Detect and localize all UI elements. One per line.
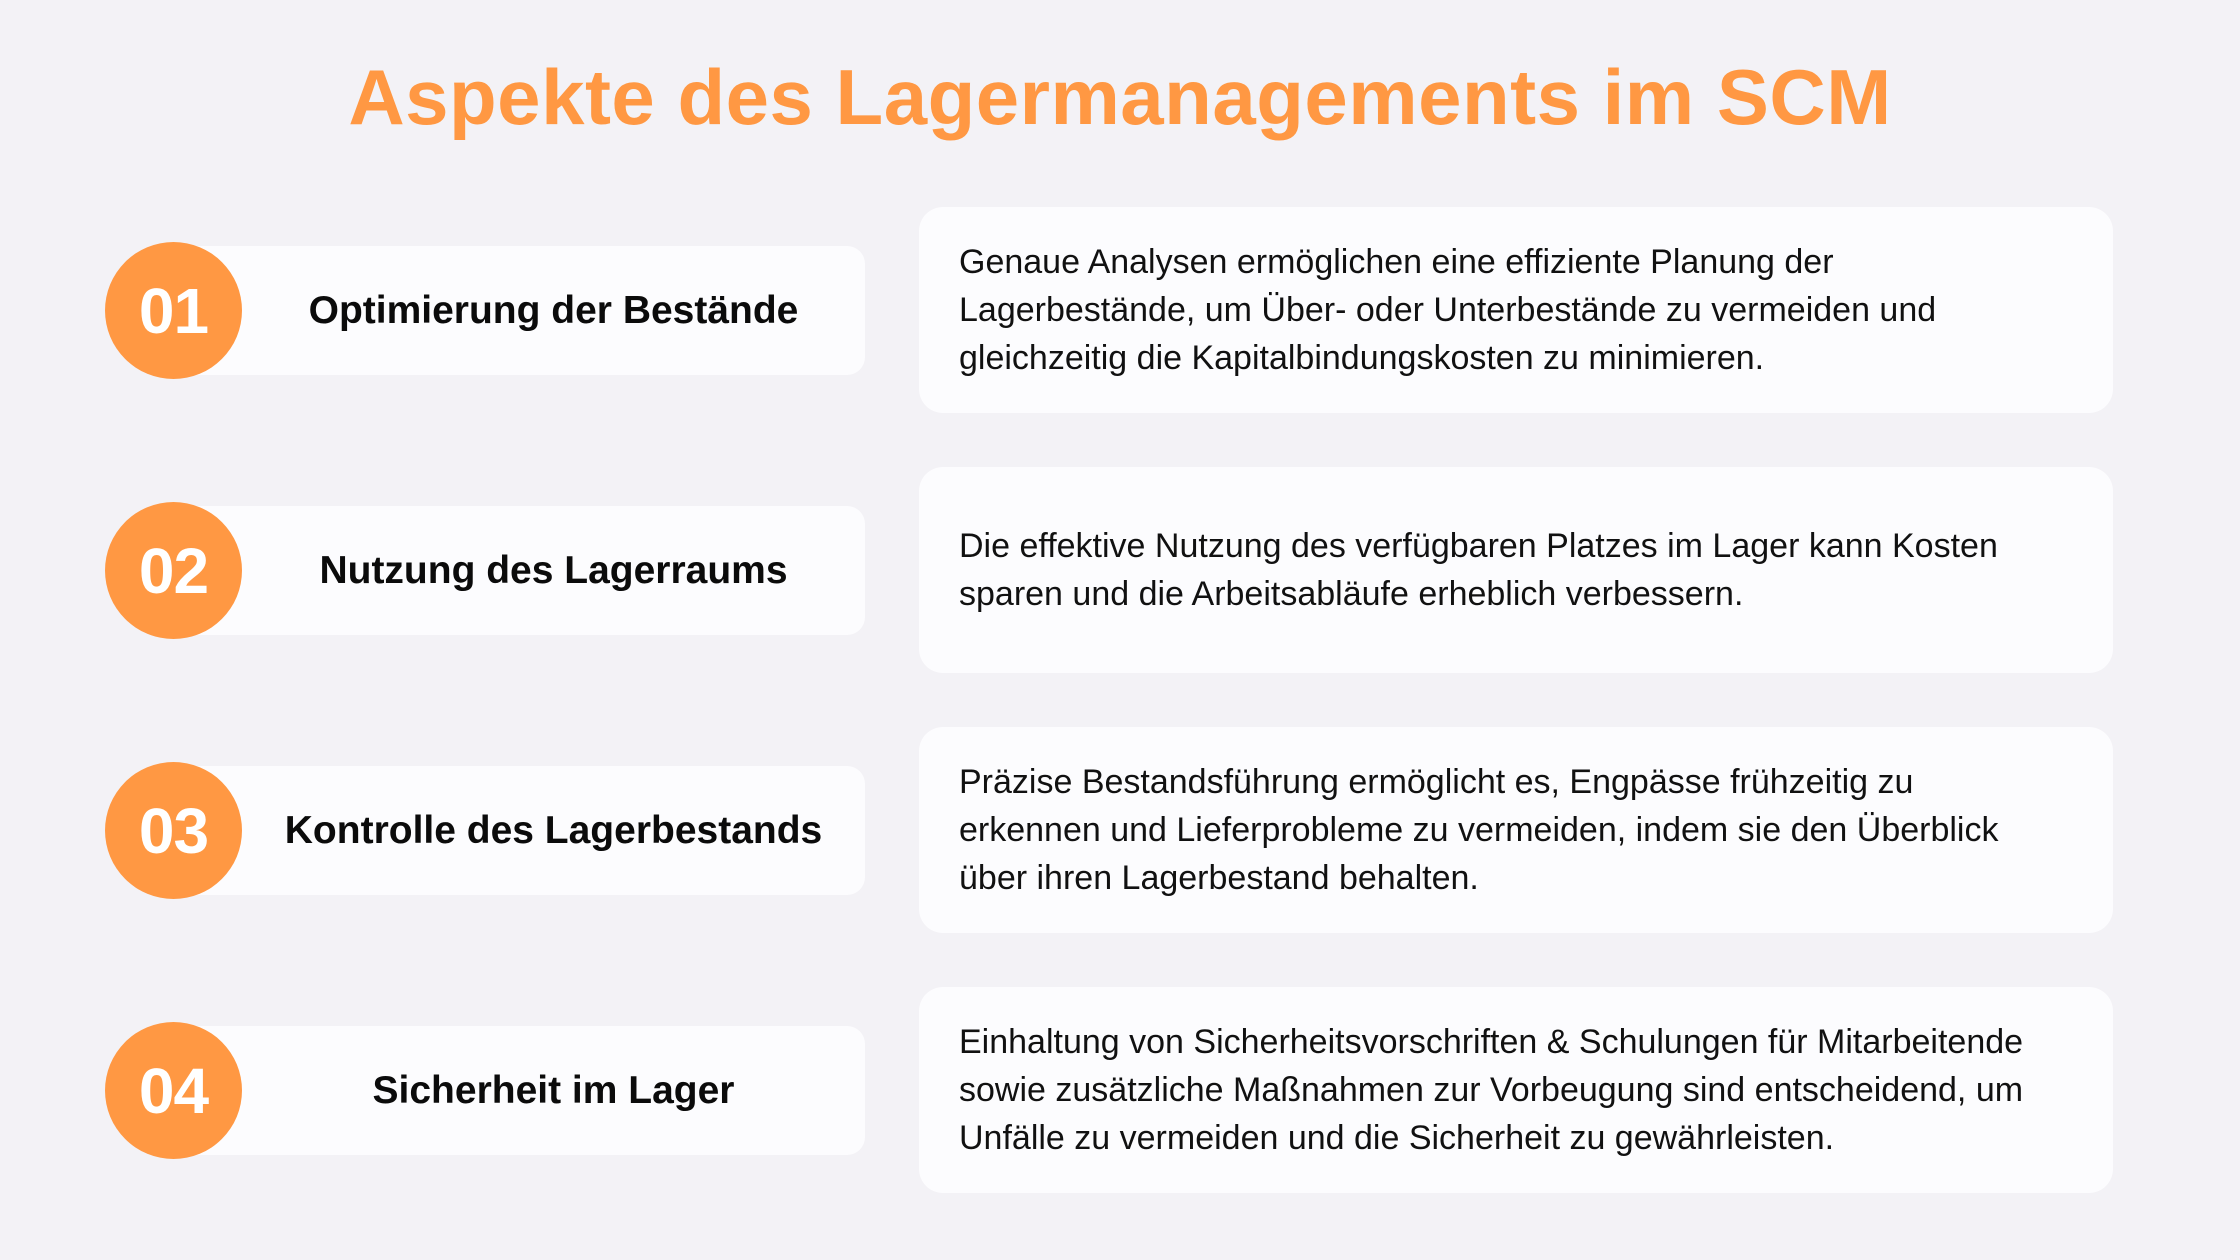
aspect-label: Nutzung des Lagerraums	[319, 548, 788, 592]
aspect-label-pill	[171, 246, 865, 375]
aspect-description-card: Präzise Bestandsführung ermöglicht es, E…	[919, 727, 2113, 933]
aspect-number-badge: 01	[105, 242, 242, 379]
aspect-row: 03 Kontrolle des Lagerbestands Präzise B…	[0, 727, 2240, 933]
aspect-description: Die effektive Nutzung des verfügbaren Pl…	[959, 527, 1998, 613]
aspect-row: 02 Nutzung des Lagerraums Die effektive …	[0, 467, 2240, 673]
aspect-description-card: Einhaltung von Sicherheitsvorschriften &…	[919, 987, 2113, 1193]
aspect-label-pill	[171, 506, 865, 635]
aspect-label-pill	[171, 1026, 865, 1155]
aspect-label-pill	[171, 766, 865, 895]
aspect-description: Einhaltung von Sicherheitsvorschriften &…	[959, 1023, 2024, 1157]
aspect-description-card: Die effektive Nutzung des verfügbaren Pl…	[919, 467, 2113, 673]
page-title: Aspekte des Lagermanagements im SCM	[348, 53, 1892, 141]
aspect-label: Kontrolle des Lagerbestands	[284, 808, 823, 852]
aspect-number-badge: 03	[105, 762, 242, 899]
aspect-row: 01 Optimierung der Bestände Genaue Analy…	[0, 207, 2240, 413]
aspect-number-badge: 04	[105, 1022, 242, 1159]
aspect-row: 04 Sicherheit im Lager Einhaltung von Si…	[0, 987, 2240, 1193]
aspect-description-card: Genaue Analysen ermöglichen eine effizie…	[919, 207, 2113, 413]
aspect-description: Präzise Bestandsführung ermöglicht es, E…	[959, 763, 1999, 897]
aspect-label: Optimierung der Bestände	[308, 288, 799, 332]
aspect-description: Genaue Analysen ermöglichen eine effizie…	[959, 243, 1937, 377]
aspect-number-badge: 02	[105, 502, 242, 639]
aspect-label: Sicherheit im Lager	[372, 1068, 735, 1112]
